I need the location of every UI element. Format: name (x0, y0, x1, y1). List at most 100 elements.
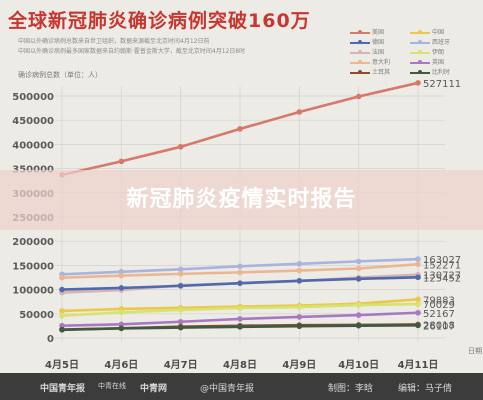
data-point (118, 325, 125, 332)
data-point (237, 126, 243, 132)
logo-zqw: 中青网 (140, 384, 168, 394)
data-point (118, 158, 125, 165)
data-point (355, 312, 362, 318)
legend-item: 伊朗 (410, 47, 444, 56)
legend-item: 德国 (350, 37, 384, 46)
legend-item: 法国 (350, 47, 384, 56)
x-tick-label: 4月6日 (104, 359, 138, 371)
legend-item: 英国 (410, 57, 444, 66)
source-note-1: 中国以外确诊病例总数来自世卫组织，数据来源截至北京时间4月12日前 (18, 38, 210, 45)
logo-cyol: 中青在线 (98, 382, 126, 390)
data-point (59, 286, 65, 293)
data-point (177, 271, 184, 277)
end-value-label: 79883 (423, 295, 455, 306)
live-report-banner: 新冠肺炎疫情实时报告 (0, 170, 483, 230)
data-point (118, 321, 125, 328)
x-tick-label: 4月8日 (223, 359, 257, 371)
y-tick-label: 100000 (12, 286, 54, 297)
data-point (59, 308, 65, 314)
legend-swatch (350, 40, 370, 44)
legend-label: 比利时 (432, 69, 451, 76)
y-tick-label: 50000 (19, 310, 54, 321)
legend-swatch (350, 60, 370, 64)
x-axis-label: 日期 (468, 347, 482, 355)
legend-swatch (350, 50, 370, 54)
data-point (59, 322, 65, 329)
legend-label: 西班牙 (432, 39, 451, 46)
x-tick-label: 4月10日 (338, 359, 379, 371)
data-point (118, 309, 125, 316)
legend-swatch (410, 40, 430, 44)
data-point (177, 144, 184, 150)
x-tick-label: 4月5日 (45, 359, 79, 371)
legend-label: 中国 (432, 29, 445, 36)
data-point (237, 263, 243, 270)
y-tick-label: 0 (47, 334, 54, 345)
legend-swatch (350, 70, 370, 74)
data-point (237, 324, 243, 330)
data-point (296, 261, 303, 267)
data-point (296, 323, 303, 330)
end-value-label: 70029 (423, 300, 455, 311)
data-point (237, 280, 243, 286)
data-point (415, 274, 421, 281)
legend-label: 土耳其 (372, 69, 391, 76)
data-point (118, 272, 125, 279)
legend-swatch (410, 30, 430, 34)
data-point (118, 285, 125, 291)
weibo-handle: @中国青年报 (200, 384, 255, 394)
end-value-label: 28018 (423, 320, 455, 331)
logo-cyd: 中国青年报 (40, 384, 86, 394)
data-point (355, 322, 362, 329)
end-value-label: 52167 (423, 309, 455, 320)
data-point (177, 318, 184, 325)
legend-item: 中国 (410, 27, 444, 36)
data-point (415, 256, 421, 262)
legend-item: 土耳其 (350, 67, 390, 76)
data-point (415, 322, 421, 329)
legend-label: 意大利 (372, 59, 391, 66)
end-value-label: 163027 (423, 255, 461, 266)
end-value-label: 152271 (423, 260, 461, 271)
y-axis-title: 确诊病例总数（单位：人） (18, 71, 102, 79)
data-point (59, 312, 65, 319)
data-point (355, 276, 362, 282)
data-point (415, 296, 421, 303)
y-tick-label: 400000 (12, 140, 54, 151)
y-tick-label: 450000 (12, 116, 54, 127)
page-title: 全球新冠肺炎确诊病例突破160万 (8, 10, 311, 32)
x-tick-label: 4月9日 (282, 359, 316, 371)
data-point (177, 283, 184, 289)
source-note-2: 中国以外确诊病例最多国家数据来自约翰斯·霍普金斯大学，截至北京时间4月12日8时 (18, 48, 246, 55)
legend-swatch (350, 30, 370, 34)
legend-item: 美国 (350, 27, 384, 36)
data-point (296, 314, 303, 320)
data-point (355, 265, 362, 272)
data-point (177, 266, 184, 273)
legend-swatch (410, 60, 430, 64)
data-point (296, 109, 303, 115)
footer-bar: 中国青年报 中青在线 中青网 @中国青年报 制图：李晗 编辑：马子倩 (0, 373, 483, 400)
legend-label: 美国 (372, 29, 385, 36)
data-point (296, 304, 303, 310)
x-tick-label: 4月11日 (398, 359, 439, 371)
legend-label: 英国 (432, 59, 445, 66)
legend-label: 德国 (372, 39, 385, 46)
data-point (59, 326, 65, 333)
legend-item: 西班牙 (410, 37, 450, 46)
data-point (177, 307, 184, 313)
x-axis-ticks: 4月5日 4月6日 4月7日 4月8日 4月9日 4月10日 4月11日 (45, 359, 438, 371)
legend-label: 伊朗 (432, 49, 445, 56)
data-point (237, 305, 243, 311)
data-point (415, 301, 421, 307)
y-tick-label: 500000 (12, 92, 54, 103)
data-point (237, 269, 243, 276)
credit-design: 制图：李晗 (328, 384, 374, 394)
data-point (237, 316, 243, 322)
end-value-label: 130727 (423, 271, 461, 282)
end-value-label: 125452 (423, 273, 461, 284)
credit-editor: 编辑：马子倩 (398, 384, 453, 394)
data-point (355, 93, 362, 100)
legend-swatch (410, 70, 430, 74)
